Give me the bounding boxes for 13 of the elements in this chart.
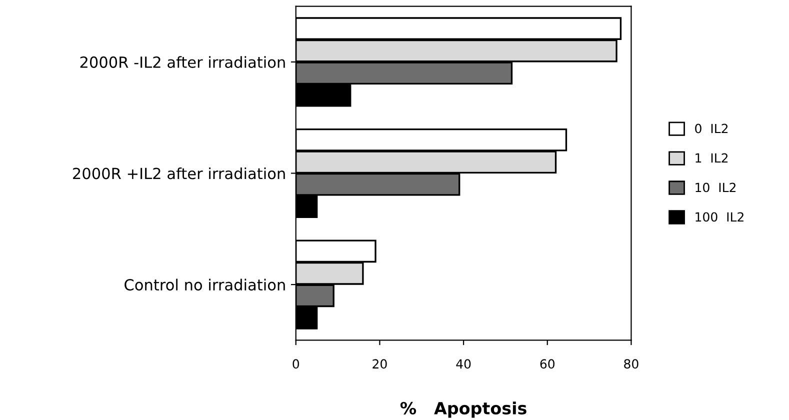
legend-label: 10 IL2	[696, 182, 736, 192]
x-tick-label: 0	[292, 359, 300, 369]
y-tick-label: 2000R -IL2 after irradiation	[80, 56, 285, 68]
x-tick-label: 40	[456, 359, 471, 369]
x-tick-label: 80	[624, 359, 638, 369]
legend-label: 1 IL2	[696, 153, 728, 163]
y-tick-label: Control no irradiation	[124, 278, 285, 291]
x-tick-label: 60	[540, 359, 554, 369]
y-tick-label: 2000R +IL2 after irradiation	[73, 167, 285, 180]
legend-label: 100 IL2	[696, 212, 744, 222]
legend-label: 0 IL2	[695, 124, 728, 134]
x-axis-title: % Apoptosis	[400, 402, 526, 418]
x-tick-label: 20	[372, 359, 387, 369]
